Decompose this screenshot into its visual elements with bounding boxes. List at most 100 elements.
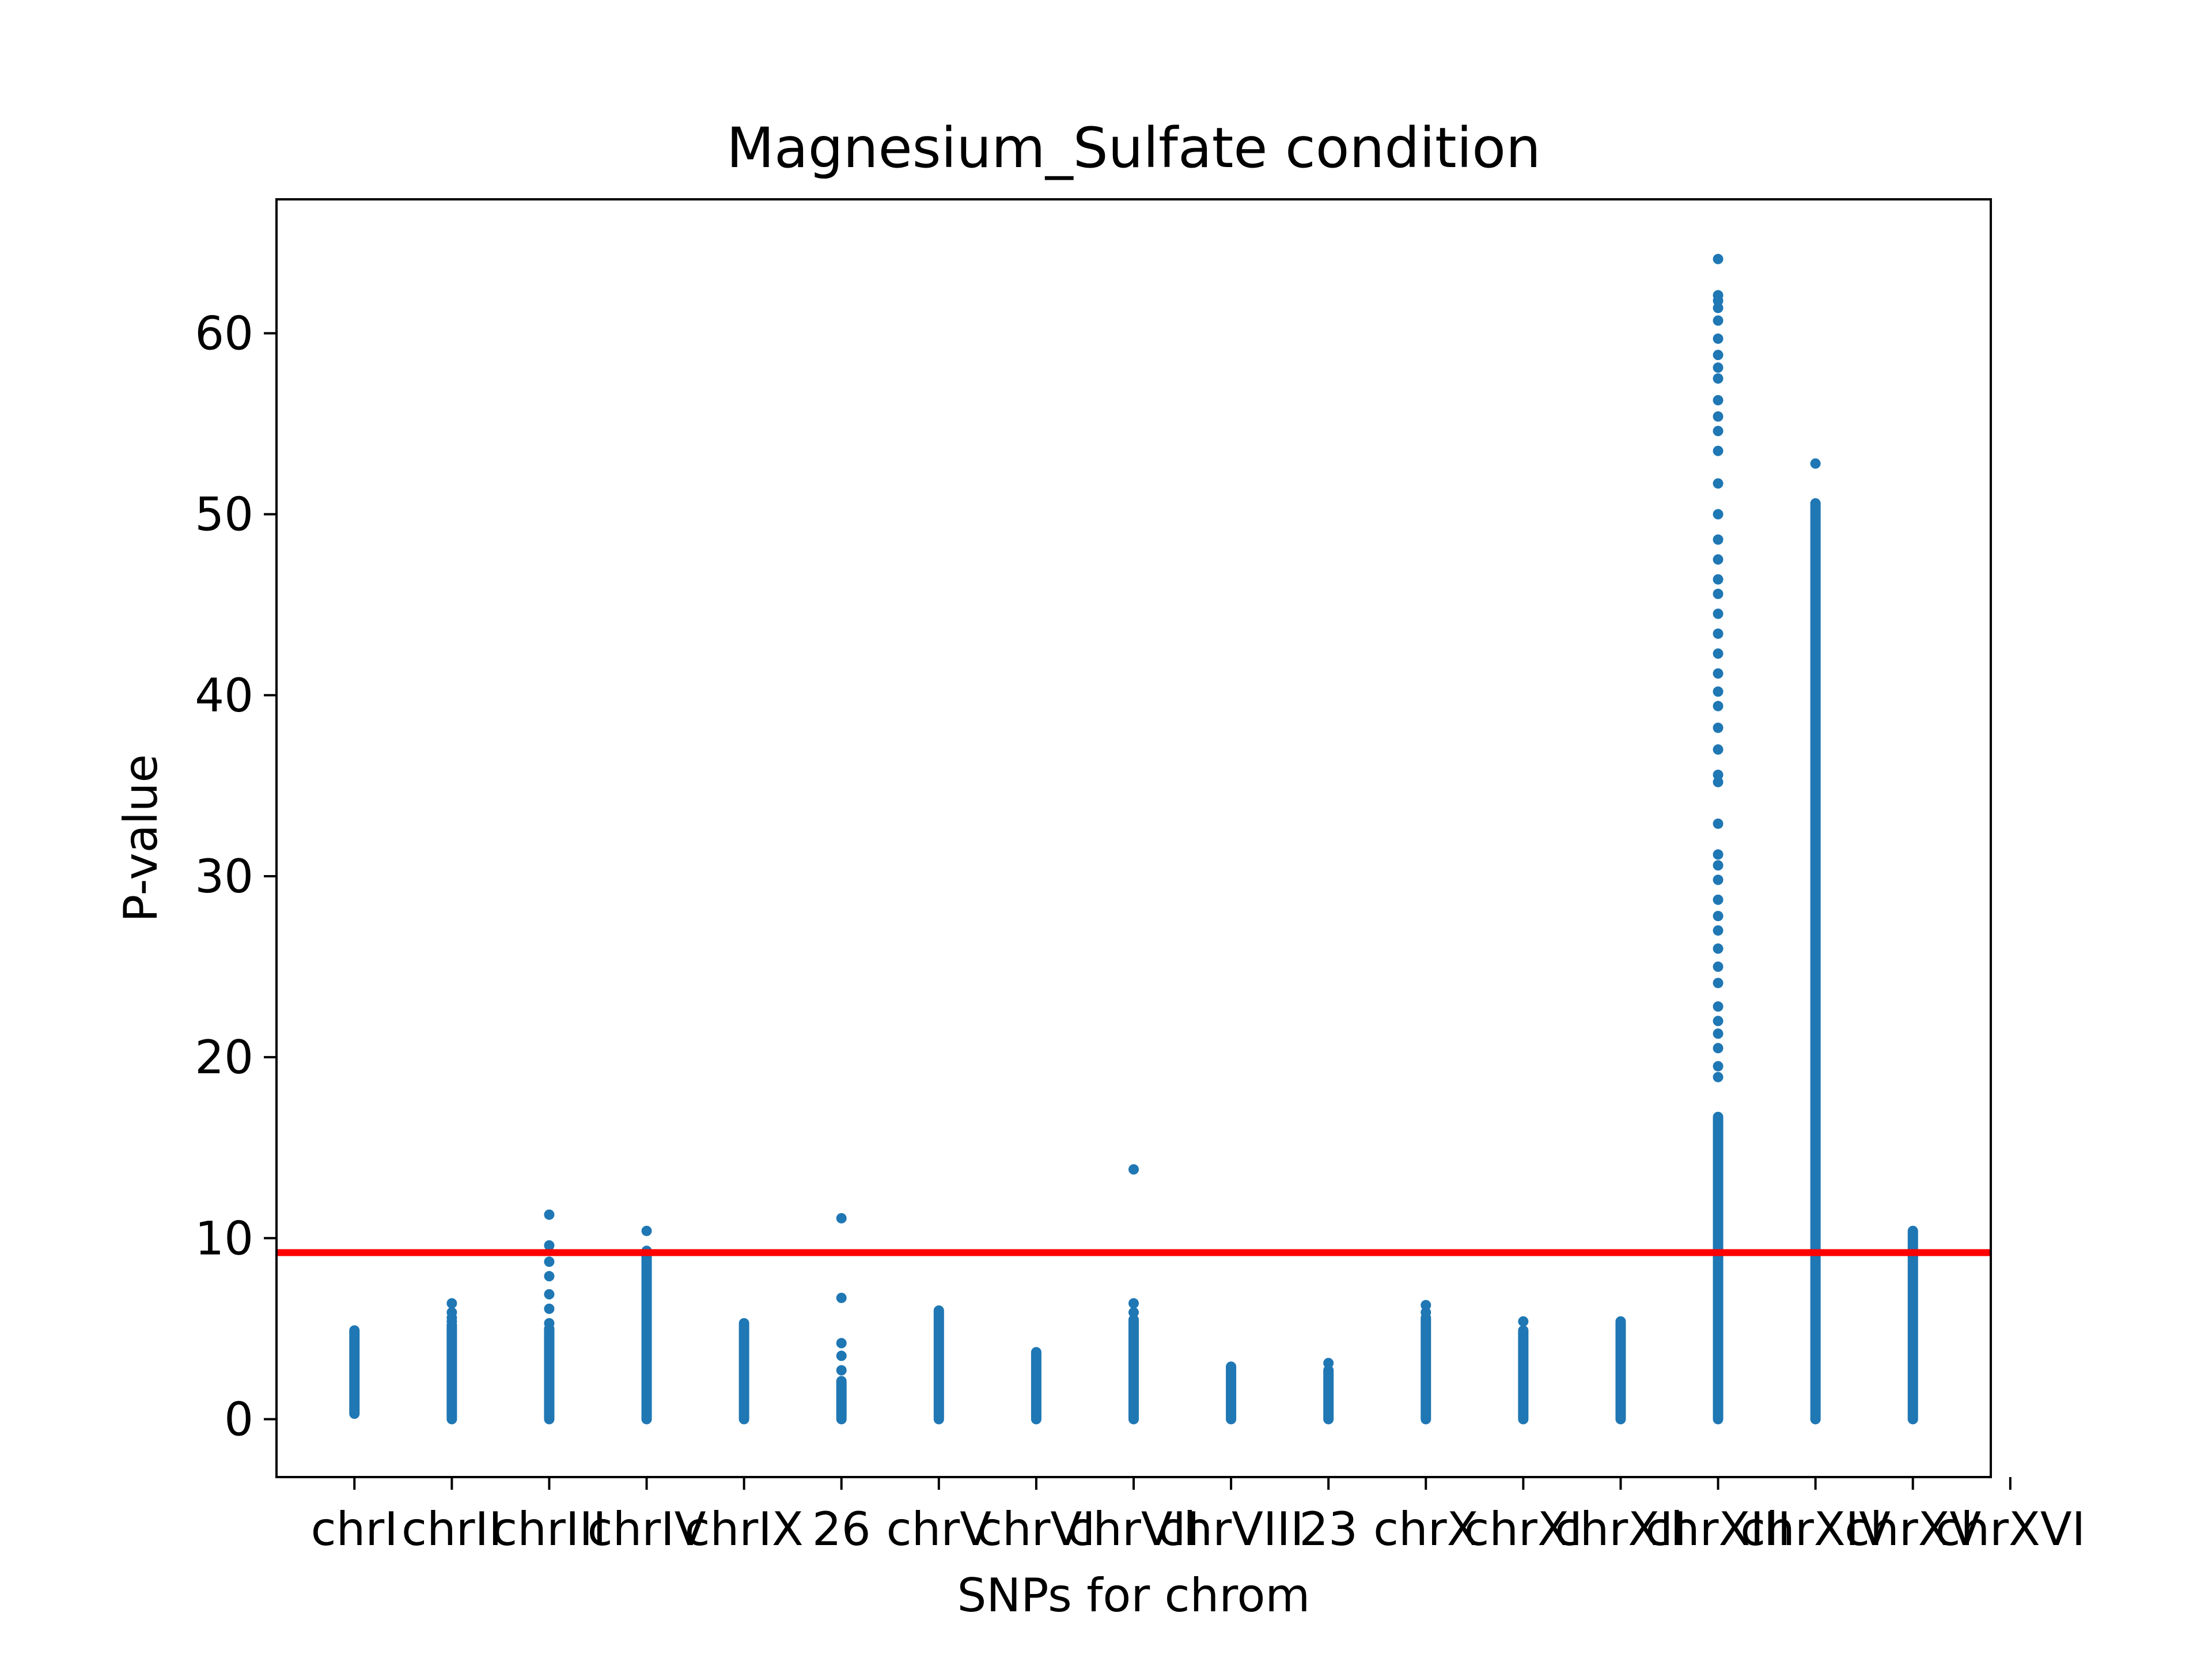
series-column-chrXIV (1810, 458, 1821, 1425)
data-point-chrIII-6 (544, 1209, 555, 1220)
data-point-chrXIII-37 (1713, 362, 1724, 373)
data-point-chrIII-5 (544, 1240, 555, 1251)
data-point-chrXIII-18 (1713, 744, 1724, 755)
x-tick-label: chrV (887, 1502, 992, 1556)
data-point-chrXIII-36 (1713, 373, 1724, 384)
data-point-chrXIII-21 (1713, 686, 1724, 697)
data-point-chrIII-3 (544, 1271, 555, 1282)
data-point-chrIII-4 (544, 1256, 555, 1267)
x-tick-label: chrIII (492, 1502, 606, 1556)
data-point-chrIII-0 (544, 1318, 555, 1328)
x-tick-label: chrX (1373, 1502, 1478, 1556)
points-layer (349, 253, 1918, 1425)
x-tick-label: chrIV (588, 1502, 706, 1556)
data-point-chrXIII-34 (1713, 411, 1724, 422)
data-point-chrXIII-40 (1713, 315, 1724, 326)
data-point-chrXIII-23 (1713, 648, 1724, 659)
data-point-chrXIII-3 (1713, 1028, 1724, 1039)
data-point-chrXIII-20 (1713, 701, 1724, 711)
data-point-chrXIII-24 (1713, 628, 1724, 639)
data-point-chrXIII-16 (1713, 777, 1724, 788)
data-point-chrVII-2 (1128, 1164, 1139, 1175)
y-tick-label: 50 (195, 488, 253, 542)
series-column-23 (1323, 1358, 1334, 1425)
data-point-chrXIII-32 (1713, 445, 1724, 456)
data-point-26-2 (836, 1338, 847, 1349)
x-tick-label: chrXII (1555, 1502, 1687, 1556)
data-point-chrVII-0 (1128, 1307, 1139, 1318)
y-tick-label: 10 (195, 1212, 253, 1265)
x-tick-label: chrXI (1464, 1502, 1582, 1556)
data-point-chrXIII-33 (1713, 426, 1724, 437)
data-point-chrII-3 (446, 1298, 457, 1309)
y-axis-title: P-value (114, 754, 168, 922)
x-tick-label: 26 (812, 1502, 871, 1556)
data-point-chrXIII-8 (1713, 943, 1724, 954)
data-point-chrXIII-15 (1713, 818, 1724, 829)
data-point-chrXIII-4 (1713, 1016, 1724, 1027)
data-point-chrXIII-43 (1713, 290, 1724, 301)
x-tick-label: chrXV (1844, 1502, 1981, 1556)
data-point-chrII-2 (446, 1307, 457, 1318)
series-column-chrXIII (1713, 253, 1724, 1425)
data-point-chrXIII-35 (1713, 395, 1724, 406)
data-point-chrIII-2 (544, 1289, 555, 1300)
y-tick-label: 30 (195, 850, 253, 903)
data-point-chrXIII-26 (1713, 588, 1724, 599)
data-point-26-4 (836, 1213, 847, 1224)
data-point-chrXIII-12 (1713, 874, 1724, 885)
x-tick-label: chrXVI (1935, 1502, 2085, 1556)
data-point-chrXIII-11 (1713, 894, 1724, 905)
data-point-chrXI-0 (1518, 1316, 1529, 1327)
series-column-chrIV (641, 1225, 652, 1425)
y-tick-label: 60 (195, 306, 253, 360)
y-axis: 0 10 20 30 40 50 60 (195, 306, 276, 1446)
data-point-chrIV-0 (641, 1225, 652, 1236)
data-point-chrXIII-41 (1713, 302, 1724, 313)
series-column-chrIII (544, 1209, 555, 1425)
data-point-chrXIII-30 (1713, 509, 1724, 520)
chart-title: Magnesium_Sulfate condition (726, 116, 1541, 180)
data-point-chrXIII-6 (1713, 978, 1724, 989)
series-column-26 (836, 1213, 847, 1425)
x-tick-label: chrVII (1067, 1502, 1200, 1556)
data-point-chrXIII-14 (1713, 849, 1724, 860)
data-point-chrXIV-0 (1810, 458, 1821, 469)
series-column-chrXI (1518, 1316, 1529, 1425)
series-column-chrII (446, 1298, 457, 1425)
series-column-chrVII (1128, 1164, 1139, 1425)
y-tick-label: 40 (195, 669, 253, 722)
x-tick-label: chrXIV (1740, 1502, 1891, 1556)
data-point-chrVII-1 (1128, 1298, 1139, 1309)
data-point-chrXIII-0 (1713, 1072, 1724, 1082)
data-point-chrXIII-19 (1713, 722, 1724, 733)
data-point-chrXIII-5 (1713, 1001, 1724, 1012)
x-tick-label: chrVI (977, 1502, 1096, 1556)
data-point-chrXIII-31 (1713, 478, 1724, 489)
x-tick-label: chrIX (685, 1502, 804, 1556)
data-point-chrXIII-2 (1713, 1043, 1724, 1054)
data-point-chrXIII-29 (1713, 534, 1724, 545)
data-point-chrXIII-9 (1713, 925, 1724, 936)
data-point-26-0 (836, 1365, 847, 1376)
x-tick-label: chrI (311, 1502, 398, 1556)
data-point-chrXIII-39 (1713, 333, 1724, 344)
series-column-chrX (1421, 1300, 1431, 1425)
x-tick-label: 23 (1299, 1502, 1358, 1556)
y-tick-label: 20 (195, 1031, 253, 1084)
data-point-chrXIII-28 (1713, 554, 1724, 565)
data-point-chrXIII-38 (1713, 350, 1724, 361)
data-point-chrX-1 (1421, 1300, 1431, 1311)
data-point-chrXIII-27 (1713, 574, 1724, 585)
x-tick-label: chrVIII (1158, 1502, 1304, 1556)
data-point-chrXIII-17 (1713, 770, 1724, 781)
x-axis-title: SNPs for chrom (957, 1569, 1310, 1622)
data-point-chrXIII-13 (1713, 860, 1724, 871)
data-point-chrXIII-44 (1713, 253, 1724, 264)
data-point-chrX-0 (1421, 1307, 1431, 1318)
data-point-chrXIII-7 (1713, 961, 1724, 972)
data-point-chrIII-1 (544, 1303, 555, 1314)
